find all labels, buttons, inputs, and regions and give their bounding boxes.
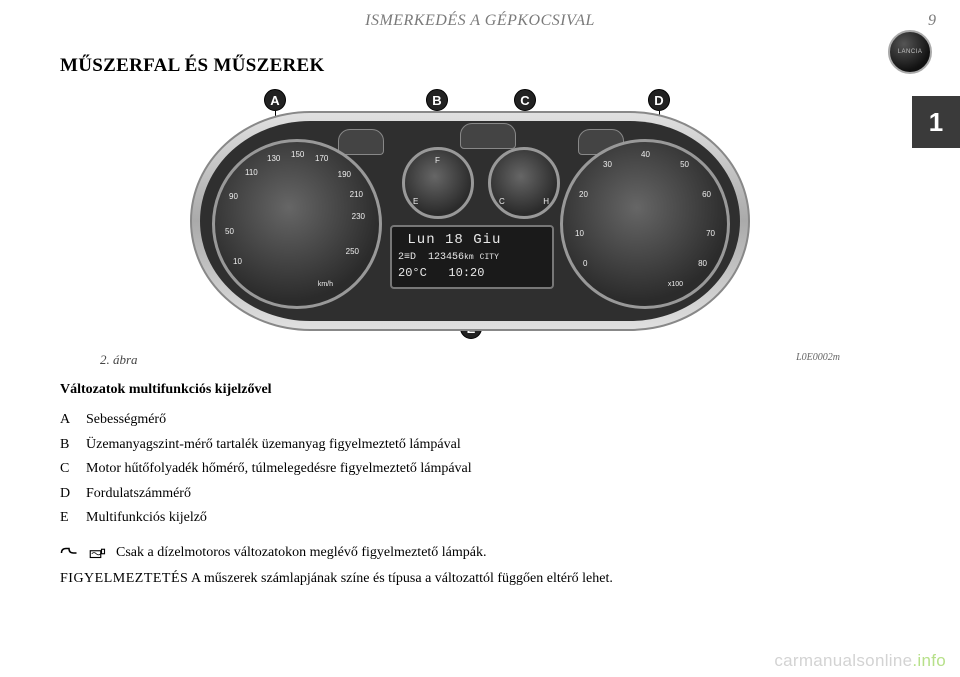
fuel-gauge: E F: [402, 147, 474, 219]
watermark: carmanualsonline.info: [774, 651, 946, 671]
page-header: ISMERKEDÉS A GÉPKOCSIVAL 9: [0, 0, 960, 30]
watermark-right: .info: [912, 651, 946, 670]
variant-subheading: Változatok multifunkciós kijelzővel: [60, 382, 880, 398]
chapter-title: ISMERKEDÉS A GÉPKOCSIVAL: [64, 12, 896, 30]
tachometer-gauge: 0 10 20 30 40 50 60 70 80 x100: [560, 139, 730, 309]
warning-line: FIGYELMEZTETÉS A műszerek számlapjának s…: [60, 571, 880, 587]
legend-list: A Sebességmérő B Üzemanyagszint-mérő tar…: [60, 408, 880, 531]
instrument-cluster: A B C D E 10 50: [180, 89, 760, 339]
temp-gauge: C H: [488, 147, 560, 219]
figure-caption-row: 2. ábra L0E0002m: [100, 352, 840, 368]
legend-row-d: D Fordulatszámmérő: [60, 482, 880, 507]
multifunction-display: Lun 18 Giu 2≡D 123456km CITY 20°C 10:20: [390, 225, 554, 289]
figure-code: L0E0002m: [796, 352, 840, 368]
callout-c: C: [514, 89, 536, 111]
manual-page: ISMERKEDÉS A GÉPKOCSIVAL 9 LANCIA 1 MŰSZ…: [0, 0, 960, 677]
speedometer-gauge: 10 50 90 110 130 150 170 190 210 230 250…: [212, 139, 382, 309]
legend-row-a: A Sebességmérő: [60, 408, 880, 433]
warning-prefix: FIGYELMEZTETÉS: [60, 571, 188, 586]
page-content: MŰSZERFAL ÉS MŰSZEREK A B C D E: [0, 37, 960, 587]
callout-d: D: [648, 89, 670, 111]
brand-logo: LANCIA: [888, 30, 932, 74]
page-number: 9: [896, 12, 936, 30]
legend-row-e: E Multifunkciós kijelző: [60, 506, 880, 531]
lcd-line3: 20°C 10:20: [398, 265, 546, 282]
figure-caption: 2. ábra: [100, 352, 138, 368]
lcd-line1: Lun 18 Giu: [398, 231, 546, 251]
indicator-pod-center: [460, 123, 516, 149]
watermark-left: carmanualsonline: [774, 651, 912, 670]
diesel-note: Csak a dízelmotoros változatokon meglévő…: [60, 545, 880, 561]
legend-row-c: C Motor hűtőfolyadék hőmérő, túlmelegedé…: [60, 457, 880, 482]
callout-a: A: [264, 89, 286, 111]
legend-row-b: B Üzemanyagszint-mérő tartalék üzemanyag…: [60, 433, 880, 458]
diesel-note-text: Csak a dízelmotoros változatokon meglévő…: [116, 545, 487, 561]
lcd-line2: 2≡D 123456km CITY: [398, 251, 546, 265]
section-tab: 1: [912, 96, 960, 148]
indicator-pod-left: [338, 129, 384, 155]
brand-logo-text: LANCIA: [898, 49, 923, 55]
figure: A B C D E 10 50: [60, 89, 880, 344]
callout-b: B: [426, 89, 448, 111]
glow-plug-icon: [60, 546, 78, 560]
section-title: MŰSZERFAL ÉS MŰSZEREK: [60, 55, 880, 77]
warning-text: A műszerek számlapjának színe és típusa …: [188, 571, 613, 586]
water-in-fuel-icon: [88, 546, 106, 560]
